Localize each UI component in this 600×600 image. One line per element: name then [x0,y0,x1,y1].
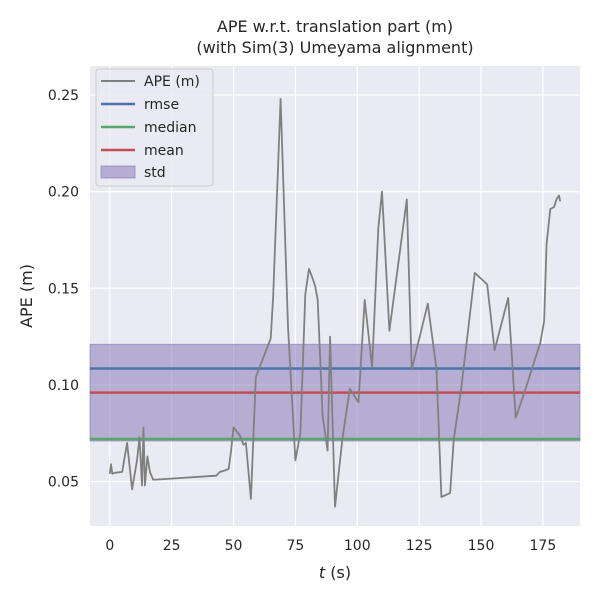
legend-box [95,68,214,187]
legend: APE (m) rmse median mean std [95,68,214,187]
legend-label-median: median [144,120,196,136]
y-tick-label: 0.20 [48,185,79,201]
y-tick-label: 0.25 [48,88,79,104]
y-tick-label: 0.05 [48,475,79,491]
x-tick-label: 125 [406,538,433,554]
legend-label-rmse: rmse [144,97,179,113]
legend-label-std: std [144,165,166,181]
x-tick-label: 100 [344,538,371,554]
x-tick-label: 50 [225,538,243,554]
chart-subtitle: (with Sim(3) Umeyama alignment) [196,38,473,57]
x-tick-label: 0 [105,538,114,554]
x-axis-label: t (s) [319,563,351,582]
x-axis-variable: t [319,563,326,582]
ape-series-line [108,98,562,508]
x-tick-label: 25 [163,538,181,554]
legend-label-mean: mean [144,143,184,159]
legend-swatch-std [100,165,136,179]
chart-title: APE w.r.t. translation part (m) [217,17,453,36]
x-axis-unit: (s) [325,563,351,582]
y-tick-label: 0.15 [48,281,79,297]
reference-layer [89,343,581,442]
y-tick-label: 0.10 [48,378,79,394]
x-tick-label: 175 [530,538,557,554]
tick-labels: 0 25 50 75 100 125 150 175 0.05 0.10 0.15 0.20 0.25 [48,88,556,554]
series-layer [108,98,562,508]
x-tick-label: 150 [468,538,495,554]
legend-label-ape: APE (m) [144,74,200,90]
x-tick-label: 75 [286,538,304,554]
y-axis-label: APE (m) [17,264,36,328]
